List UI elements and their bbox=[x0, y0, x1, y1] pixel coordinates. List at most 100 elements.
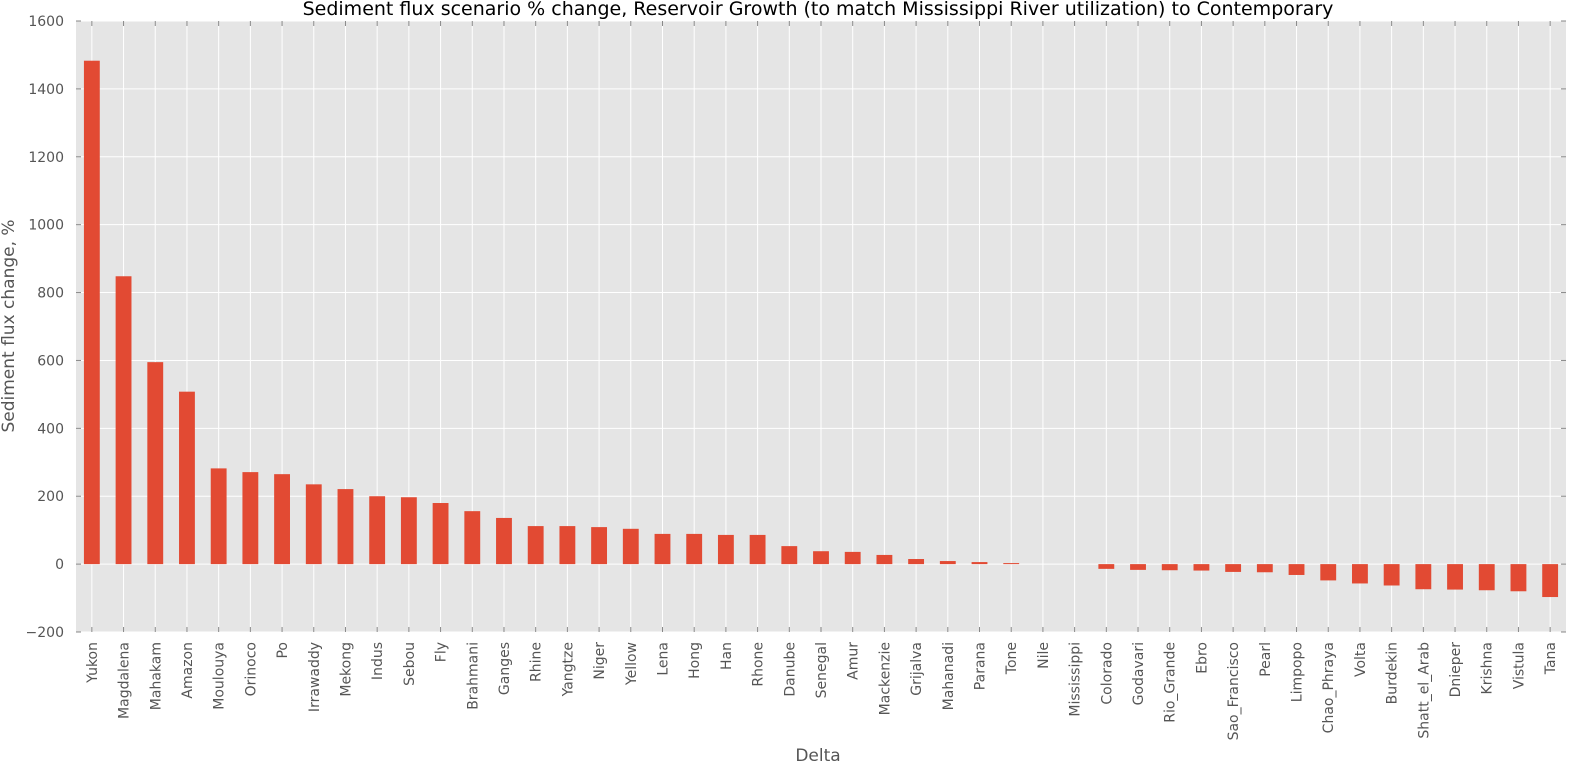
bar-mahanadi bbox=[939, 561, 956, 565]
y-tick-label: 1400 bbox=[28, 82, 64, 98]
x-tick-label: Grijalva bbox=[909, 642, 925, 696]
bar-mekong bbox=[337, 489, 354, 565]
y-tick-label: 200 bbox=[37, 489, 64, 505]
x-tick-label: Sebou bbox=[402, 642, 418, 686]
bar-rhone bbox=[749, 534, 766, 565]
bar-danube bbox=[781, 546, 798, 565]
x-tick-label: Godavari bbox=[1131, 642, 1147, 705]
bar-vistula bbox=[1510, 564, 1527, 592]
x-tick-label: Ganges bbox=[497, 642, 513, 695]
x-tick-label: Ebro bbox=[1194, 642, 1210, 674]
bar-mackenzie bbox=[876, 554, 893, 565]
bar-ganges bbox=[496, 517, 512, 565]
bar-magdalena bbox=[115, 276, 132, 565]
x-tick-label: Vistula bbox=[1511, 642, 1527, 689]
x-tick-label: Mississippi bbox=[1068, 642, 1084, 717]
y-axis-ticks: −200 0 200 400 600 800 1000 1200 1400 1600 bbox=[26, 14, 64, 641]
x-tick-label: Volta bbox=[1353, 642, 1369, 677]
bar-yellow bbox=[622, 528, 639, 565]
y-tick-label: 1200 bbox=[28, 150, 64, 166]
x-tick-label: Chao_Phraya bbox=[1321, 642, 1337, 733]
bar-niger bbox=[591, 527, 608, 565]
bar-pearl bbox=[1256, 564, 1273, 573]
bar-mahakam bbox=[147, 362, 164, 565]
bar-krishna bbox=[1478, 564, 1495, 591]
x-tick-label: Rhone bbox=[751, 642, 767, 687]
x-tick-label: Moulouya bbox=[212, 642, 228, 710]
bar-po bbox=[274, 474, 290, 565]
x-tick-label: Nile bbox=[1036, 642, 1052, 669]
x-tick-label: Amur bbox=[846, 642, 862, 680]
bars bbox=[83, 60, 1559, 598]
x-tick-label: Orinoco bbox=[243, 642, 259, 696]
x-tick-label: Dnieper bbox=[1448, 642, 1464, 698]
bar-chao-phraya bbox=[1320, 564, 1337, 581]
bar-rio-grande bbox=[1161, 564, 1178, 571]
bar-sao-francisco bbox=[1225, 564, 1242, 572]
x-tick-label: Yangtze bbox=[560, 642, 576, 697]
x-tick-label: Danube bbox=[782, 642, 798, 697]
x-tick-label: Sao_Francisco bbox=[1226, 642, 1242, 740]
x-tick-label: Senegal bbox=[814, 642, 830, 698]
bar-yukon bbox=[83, 60, 100, 565]
bar-ebro bbox=[1193, 564, 1210, 571]
bar-han bbox=[717, 534, 734, 565]
bar-colorado bbox=[1098, 564, 1115, 569]
bar-tana bbox=[1542, 564, 1559, 598]
x-tick-label: Irrawaddy bbox=[307, 642, 323, 712]
bar-yangtze bbox=[559, 526, 576, 565]
bar-volta bbox=[1352, 564, 1368, 584]
x-tick-label: Colorado bbox=[1099, 642, 1115, 705]
x-tick-label: Krishna bbox=[1480, 642, 1496, 694]
x-tick-label: Amazon bbox=[180, 642, 196, 699]
x-tick-label: Tana bbox=[1543, 642, 1559, 675]
bar-tone bbox=[1003, 563, 1020, 565]
y-axis-label: Sediment flux change, % bbox=[0, 219, 19, 432]
bar-fly bbox=[432, 503, 449, 565]
x-tick-label: Brahmani bbox=[465, 642, 481, 710]
x-tick-label: Mackenzie bbox=[877, 642, 893, 715]
x-tick-label: Limpopo bbox=[1290, 642, 1306, 702]
bar-sebou bbox=[400, 497, 417, 565]
bar-amazon bbox=[179, 391, 195, 565]
x-tick-label: Hong bbox=[687, 642, 703, 679]
x-tick-label: Niger bbox=[592, 642, 608, 680]
y-tick-label: 1000 bbox=[28, 218, 64, 234]
bar-rhine bbox=[527, 526, 544, 565]
x-tick-label: Burdekin bbox=[1385, 642, 1401, 704]
bar-parana bbox=[971, 562, 988, 565]
bar-hong bbox=[686, 533, 703, 565]
x-tick-label: Rhine bbox=[529, 642, 545, 682]
bar-lena bbox=[654, 533, 671, 565]
x-tick-label: Mahakam bbox=[148, 642, 164, 710]
y-tick-label: 1600 bbox=[28, 14, 64, 30]
y-tick-label: 800 bbox=[37, 286, 64, 302]
x-tick-label: Fly bbox=[434, 642, 450, 662]
x-tick-label: Rio_Grande bbox=[1163, 642, 1179, 723]
bar-senegal bbox=[813, 551, 829, 565]
bar-dnieper bbox=[1447, 564, 1463, 590]
bar-limpopo bbox=[1288, 564, 1305, 575]
x-tick-label: Han bbox=[719, 642, 735, 670]
y-tick-label: −200 bbox=[26, 625, 64, 641]
x-tick-label: Indus bbox=[370, 642, 386, 680]
x-tick-label: Mekong bbox=[338, 642, 354, 697]
x-tick-label: Yellow bbox=[624, 642, 640, 686]
bar-brahmani bbox=[464, 511, 481, 565]
x-axis-label: Delta bbox=[795, 746, 840, 766]
x-tick-label: Parana bbox=[973, 642, 989, 690]
y-tick-label: 400 bbox=[37, 421, 64, 437]
bar-moulouya bbox=[210, 468, 227, 565]
x-tick-label: Magdalena bbox=[117, 642, 133, 719]
x-tick-label: Yukon bbox=[85, 642, 101, 684]
x-tick-label: Tone bbox=[1004, 642, 1020, 675]
x-tick-label: Pearl bbox=[1258, 642, 1274, 677]
x-tick-label: Po bbox=[275, 642, 291, 659]
x-axis-ticks: Yukon Magdalena Mahakam Amazon Moulouya Orino… bbox=[85, 642, 1559, 741]
x-tick-label: Lena bbox=[655, 642, 671, 676]
y-tick-label: 600 bbox=[37, 353, 64, 369]
chart-title: Sediment flux scenario % change, Reservo… bbox=[303, 0, 1334, 20]
bar-burdekin bbox=[1383, 564, 1400, 586]
bar-amur bbox=[844, 551, 861, 565]
